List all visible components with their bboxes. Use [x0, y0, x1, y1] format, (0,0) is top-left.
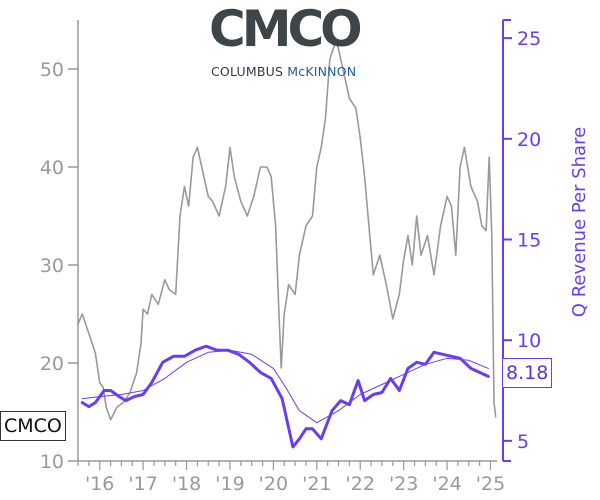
left-axis-tick-label: 30: [40, 255, 64, 277]
logo-company-name: COLUMBUS McKINNON: [211, 64, 356, 79]
revenue-per-share-line: [80, 344, 490, 449]
x-axis-tick-label: '25: [476, 473, 505, 495]
left-axis-tick-label: 10: [40, 451, 64, 473]
price-line: [77, 38, 497, 421]
right-axis-label: Q Revenue Per Share: [569, 127, 590, 317]
x-axis-tick-label: '22: [346, 473, 375, 495]
right-axis-tick-label: 25: [517, 28, 541, 50]
ticker-label: CMCO: [0, 411, 66, 441]
right-axis: 5 10 15 20 25: [502, 19, 541, 462]
left-axis-tick-label: 40: [40, 157, 64, 179]
revenue-per-share-trend-line: [81, 349, 489, 424]
x-axis-tick-label: '16: [85, 473, 114, 495]
x-axis-tick-label: '19: [215, 473, 244, 495]
logo-company-prefix: COLUMBUS: [211, 64, 288, 79]
x-axis-tick-label: '18: [172, 473, 201, 495]
x-axis-tick-label: '20: [259, 473, 288, 495]
company-logo: CMCO COLUMBUS McKINNON: [205, 0, 380, 82]
x-axis-tick-label: '23: [389, 473, 418, 495]
x-axis-tick-label: '17: [128, 473, 157, 495]
left-axis-tick-label: 20: [40, 353, 64, 375]
last-value-label: 8.18: [502, 358, 553, 388]
right-axis-tick-label: 10: [517, 330, 541, 352]
logo-company-suffix: McKINNON: [287, 64, 357, 79]
logo-mark: CMCO: [209, 0, 363, 58]
x-axis-tick-label: '21: [302, 473, 331, 495]
right-axis-tick-label: 5: [517, 431, 529, 453]
left-axis-tick-label: 50: [40, 59, 64, 81]
right-axis-tick-label: 15: [517, 229, 541, 251]
x-axis: '16 '17 '18 '19 '20 '21 '22 '23 '24 '25: [77, 460, 505, 495]
right-axis-tick-label: 20: [517, 129, 541, 151]
left-axis: 10 20 30 40 50: [40, 20, 79, 473]
plot-series-group: [77, 38, 497, 449]
x-axis-tick-label: '24: [432, 473, 461, 495]
